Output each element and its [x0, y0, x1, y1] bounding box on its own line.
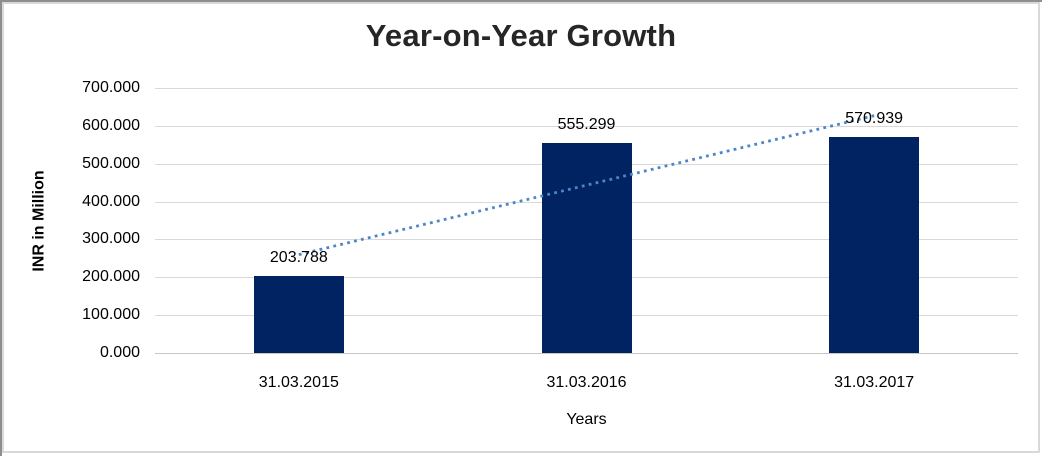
bar-data-label: 555.299: [557, 115, 616, 133]
gridline: [155, 88, 1018, 89]
outer-edge-left: [0, 0, 2, 456]
x-axis-title: Years: [566, 411, 607, 428]
x-tick-label: 31.03.2017: [834, 374, 915, 391]
y-tick-label: 100.000: [82, 306, 140, 324]
chart-title: Year-on-Year Growth: [365, 18, 677, 53]
bar: [253, 275, 344, 353]
y-tick-label: 0.000: [99, 344, 140, 361]
y-tick-label: 400.000: [82, 192, 140, 210]
y-axis-title: INR in Million: [31, 169, 49, 272]
x-tick-label: 31.03.2016: [546, 374, 627, 391]
y-tick-label: 300.000: [82, 230, 140, 248]
y-tick-label: 500.000: [82, 154, 140, 172]
bar-data-label: 570.939: [845, 109, 904, 127]
plot-area: [155, 88, 1018, 354]
outer-edge-top: [0, 0, 1042, 2]
y-tick-label: 200.000: [82, 268, 140, 286]
gridline: [155, 125, 1018, 127]
y-tick-label: 700.000: [82, 79, 140, 96]
bar: [829, 136, 920, 353]
x-tick-label: 31.03.2015: [258, 374, 339, 391]
y-tick-label: 600.000: [82, 116, 140, 134]
bar-data-label: 203.788: [269, 248, 328, 266]
x-axis-line: [155, 353, 1018, 354]
